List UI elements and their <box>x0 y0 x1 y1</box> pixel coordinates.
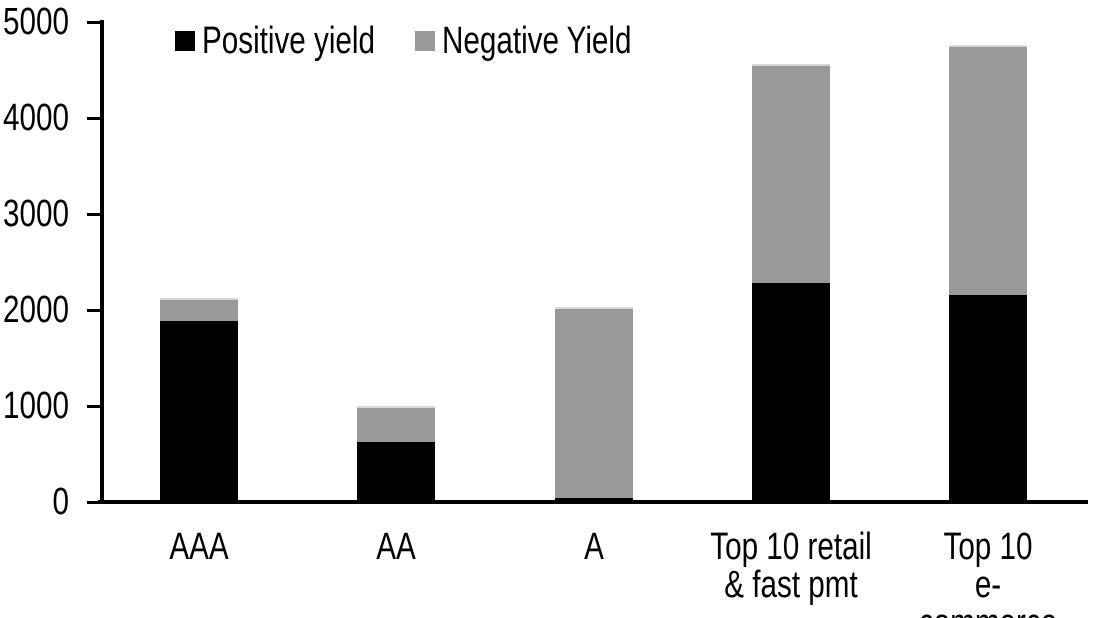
y-axis-tick <box>87 212 101 216</box>
legend-swatch-negative-yield <box>415 31 435 51</box>
y-axis-tick <box>87 308 101 312</box>
y-axis-tick <box>87 404 101 408</box>
bar-segment-negative-aaa <box>159 298 238 321</box>
x-axis-label-a: A <box>583 526 604 568</box>
x-axis-label-aa: AA <box>376 526 416 568</box>
legend-label-negative-yield: Negative Yield <box>442 20 632 62</box>
y-axis-tick-label: 1000 <box>3 385 69 427</box>
y-axis-tick-label: 2000 <box>3 289 69 331</box>
bar-segment-positive-top-10-e-commerce <box>949 294 1028 502</box>
bar-segment-negative-aa <box>357 406 436 443</box>
x-axis-label-top-10-retail-fast-pmt: Top 10 retail & fast pmt <box>710 526 872 606</box>
bar-segment-positive-top-10-retail-fast-pmt <box>751 283 830 502</box>
bar-segment-positive-aaa <box>159 320 238 502</box>
y-axis-tick-label: 3000 <box>3 193 69 235</box>
legend-item-positive-yield: Positive yield <box>175 22 424 60</box>
legend-label-positive-yield: Positive yield <box>202 20 375 62</box>
x-axis-label-aaa: AAA <box>169 526 229 568</box>
y-axis-tick <box>87 20 101 24</box>
bar-segment-negative-a <box>554 307 633 498</box>
y-axis-line <box>100 20 104 504</box>
x-axis-label-top-10-e-commerce: Top 10 e-commerce <box>919 526 1057 618</box>
bar-segment-negative-top-10-e-commerce <box>949 45 1028 295</box>
y-axis-tick-label: 0 <box>52 481 69 523</box>
legend-item-negative-yield: Negative Yield <box>415 22 685 60</box>
x-axis-line <box>98 500 1088 504</box>
y-axis-tick <box>87 500 101 504</box>
y-axis-tick <box>87 116 101 120</box>
bar-segment-positive-a <box>554 497 633 502</box>
bar-segment-negative-top-10-retail-fast-pmt <box>751 64 830 284</box>
legend-swatch-positive-yield <box>175 31 195 51</box>
bar-segment-positive-aa <box>357 442 436 502</box>
y-axis-tick-label: 5000 <box>3 1 69 43</box>
y-axis-tick-label: 4000 <box>3 97 69 139</box>
